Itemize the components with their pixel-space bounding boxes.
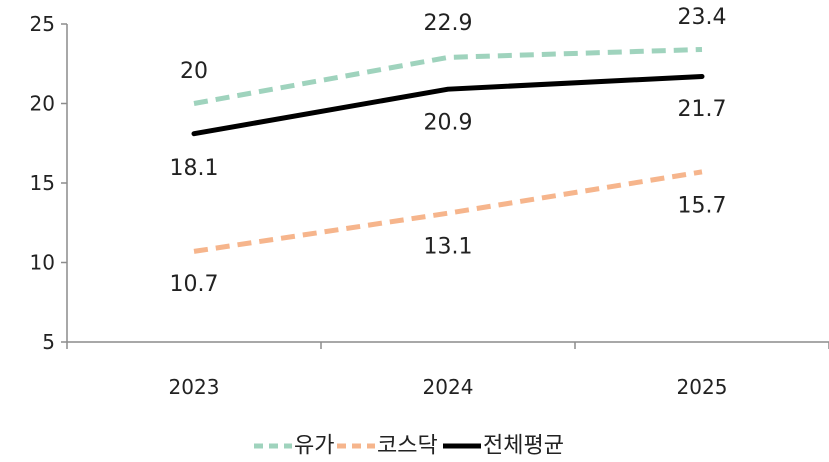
x-axis-ticks: 2023 2024 2025 <box>66 342 829 399</box>
y-axis-ticks: 5 10 15 20 25 <box>30 12 67 354</box>
x-tick-label: 2024 <box>423 375 474 399</box>
data-label: 13.1 <box>424 235 473 260</box>
x-tick-label: 2025 <box>677 375 728 399</box>
data-label: 15.7 <box>678 193 727 218</box>
series-lines <box>191 46 705 254</box>
legend-label: 유가 <box>294 434 334 459</box>
data-label: 21.7 <box>678 97 727 122</box>
legend-label: 코스닥 <box>377 434 438 459</box>
data-label: 10.7 <box>170 272 219 297</box>
series-line <box>191 73 705 137</box>
y-tick-label: 20 <box>30 92 55 116</box>
y-tick-label: 10 <box>30 251 55 275</box>
data-label: 20.9 <box>424 111 473 136</box>
data-labels: 20 22.9 23.4 10.7 13.1 15.7 18.1 20.9 21.7 <box>170 5 727 297</box>
data-label: 22.9 <box>424 11 473 36</box>
data-label: 23.4 <box>678 5 727 30</box>
legend-label: 전체평균 <box>483 434 564 459</box>
x-tick-label: 2023 <box>169 375 220 399</box>
data-label: 18.1 <box>170 156 219 181</box>
y-tick-label: 25 <box>30 12 55 36</box>
legend: 유가 코스닥 전체평균 <box>254 434 564 459</box>
y-tick-label: 15 <box>30 171 55 195</box>
data-label: 20 <box>180 59 208 84</box>
y-tick-label: 5 <box>42 330 55 354</box>
series-line <box>193 46 703 106</box>
series-line <box>193 169 703 254</box>
